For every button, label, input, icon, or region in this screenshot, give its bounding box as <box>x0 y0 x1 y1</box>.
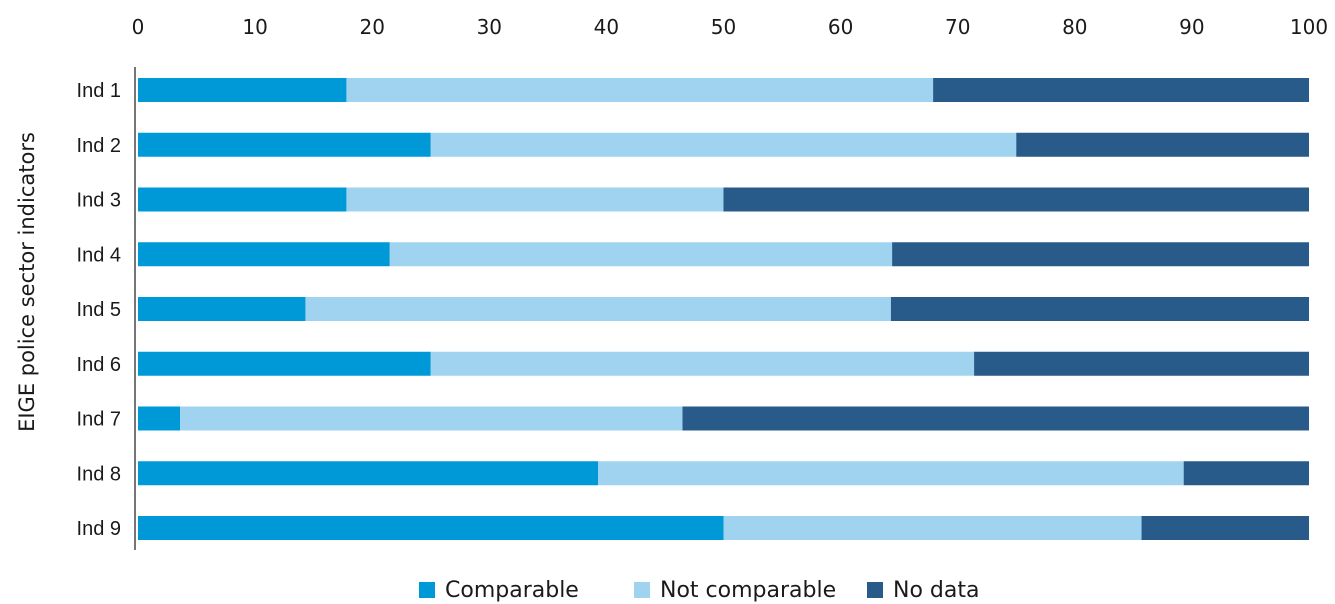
bars <box>138 78 1309 540</box>
bar-segment-no-data <box>933 78 1309 102</box>
bar-segment-no-data <box>1016 132 1309 157</box>
bar-segment-no-data <box>1183 461 1309 486</box>
category-label: Ind 3 <box>77 190 121 212</box>
bar-segment-comparable <box>138 187 347 212</box>
bar-segment-comparable <box>138 78 347 102</box>
x-tick-label: 50 <box>711 15 736 39</box>
bar-segment-comparable <box>138 242 390 267</box>
bar-segment-not-comparable <box>430 132 1017 157</box>
legend-swatch <box>867 582 883 598</box>
x-tick-label: 30 <box>477 15 502 39</box>
x-tick-label: 20 <box>359 15 384 39</box>
x-tick-label: 10 <box>242 15 267 39</box>
bar-segment-comparable <box>138 132 431 157</box>
bar-segment-not-comparable <box>346 187 724 212</box>
category-label: Ind 4 <box>77 244 121 266</box>
x-tick-label: 80 <box>1062 15 1087 39</box>
bar-segment-no-data <box>723 187 1309 212</box>
category-label: Ind 2 <box>77 135 121 157</box>
bar-segment-not-comparable <box>430 351 975 376</box>
legend-label: No data <box>893 578 979 603</box>
bar-segment-comparable <box>138 406 181 431</box>
bar-segment-no-data <box>890 297 1309 321</box>
bar-segment-no-data <box>682 406 1309 431</box>
bar-segment-not-comparable <box>598 461 1184 486</box>
bar-segment-not-comparable <box>180 406 683 431</box>
bar-segment-no-data <box>892 242 1309 267</box>
legend: Comparable Not comparable No data <box>419 578 979 603</box>
bar-segment-no-data <box>1141 516 1309 540</box>
legend-swatch <box>634 582 650 598</box>
bar-segment-comparable <box>138 351 431 376</box>
y-axis-label: EIGE police sector indicators <box>15 132 39 432</box>
category-label: Ind 8 <box>77 463 121 485</box>
bar-segment-not-comparable <box>389 242 893 267</box>
bar-segment-not-comparable <box>723 516 1142 540</box>
x-tick-label: 0 <box>132 15 145 39</box>
x-tick-label: 40 <box>594 15 619 39</box>
bar-segment-comparable <box>138 297 306 321</box>
x-tick-label: 70 <box>945 15 970 39</box>
x-tick-label: 100 <box>1290 15 1328 39</box>
category-label: Ind 7 <box>77 409 121 431</box>
x-axis-ticks: 0 10 20 30 40 50 60 70 80 90 100 <box>132 15 1328 39</box>
bar-segment-not-comparable <box>305 297 891 321</box>
category-label: Ind 5 <box>77 299 121 321</box>
category-label: Ind 9 <box>77 518 121 540</box>
legend-swatch <box>419 582 435 598</box>
bar-segment-comparable <box>138 516 724 540</box>
legend-label: Comparable <box>445 578 579 603</box>
legend-label: Not comparable <box>660 578 836 603</box>
bar-segment-not-comparable <box>346 78 934 102</box>
x-tick-label: 60 <box>828 15 853 39</box>
category-label: Ind 1 <box>77 80 121 102</box>
bar-segment-comparable <box>138 461 599 486</box>
category-label: Ind 6 <box>77 354 121 376</box>
x-tick-label: 90 <box>1179 15 1204 39</box>
y-axis-categories: Ind 1 Ind 2 Ind 3 Ind 4 Ind 5 Ind 6 Ind 7 Ind 8… <box>77 80 121 540</box>
bar-segment-no-data <box>974 351 1309 376</box>
